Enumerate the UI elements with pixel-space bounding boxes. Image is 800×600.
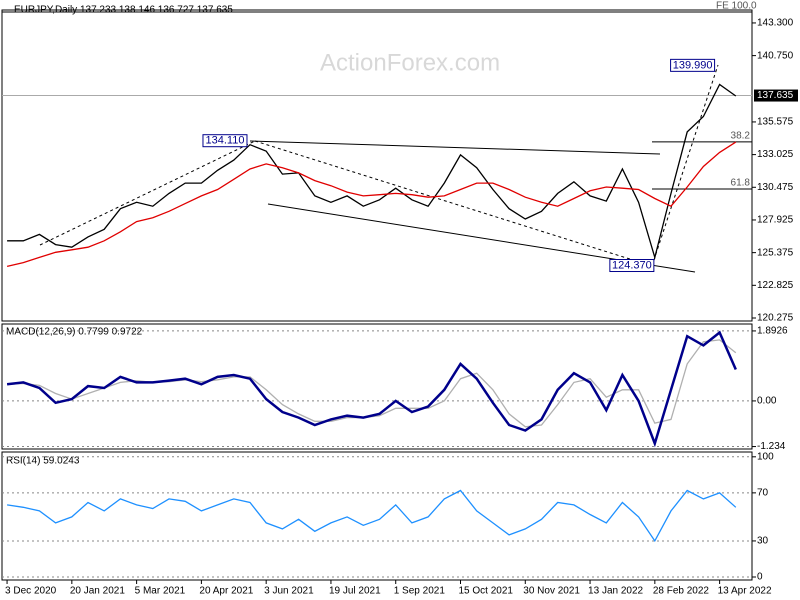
x-tick-label: 5 Mar 2021: [135, 586, 186, 597]
y-tick-label: 30: [757, 536, 769, 547]
y-tick-label: 140.750: [757, 50, 794, 61]
fe-label: FE 100.0: [716, 1, 757, 12]
last-price-label: 137.635: [757, 90, 794, 101]
trendline: [651, 64, 719, 267]
last-price-box: [754, 89, 798, 102]
annotation-label: 139.990: [673, 59, 713, 71]
trendline: [254, 140, 653, 267]
y-tick-label: 0.00: [757, 396, 777, 407]
annotation-label: 134.110: [205, 135, 244, 147]
y-tick-label: 143.300: [757, 18, 794, 29]
y-tick-label: 0: [757, 572, 763, 583]
y-tick-label: 130.475: [757, 182, 794, 193]
x-tick-label: 19 Jul 2021: [329, 586, 381, 597]
x-tick-label: 20 Apr 2021: [199, 586, 253, 597]
x-tick-label: 3 Dec 2020: [5, 586, 57, 597]
macd-panel: [1, 323, 753, 450]
x-tick-label: 13 Jan 2022: [588, 586, 643, 597]
annotation-box: [670, 58, 716, 72]
series-line: [7, 489, 737, 543]
y-tick-label: 1.8926: [757, 326, 788, 337]
y-tick-label: 135.575: [757, 117, 794, 128]
y-tick-label: 100: [757, 451, 774, 462]
chart-title: EURJPY,Daily 137.233 138.146 136.727 137…: [14, 5, 233, 16]
annotation-box: [202, 134, 248, 148]
x-tick-label: 13 Apr 2022: [718, 586, 772, 597]
x-tick-label: 3 Jun 2021: [264, 586, 314, 597]
price-panel: [1, 9, 753, 322]
rsi-panel: [1, 451, 753, 581]
macd-title: MACD(12,26,9) 0.7799 0.9722: [6, 327, 143, 338]
y-tick-label: 120.275: [757, 313, 794, 324]
x-tick-label: 20 Jan 2021: [70, 586, 125, 597]
trendline: [39, 140, 256, 246]
series-line: [6, 330, 737, 448]
annotation-box: [609, 259, 655, 273]
y-tick-label: 127.925: [757, 215, 794, 226]
x-tick-label: 28 Feb 2022: [653, 586, 710, 597]
series-line: [7, 83, 737, 260]
annotation-label: 124.370: [612, 259, 652, 271]
y-tick-label: 122.825: [757, 280, 794, 291]
x-tick-label: 30 Nov 2021: [523, 586, 580, 597]
x-tick-label: 15 Oct 2021: [459, 586, 514, 597]
y-tick-label: 125.375: [757, 247, 794, 258]
fib-label: 61.8: [731, 178, 751, 189]
x-tick-label: 1 Sep 2021: [394, 586, 446, 597]
y-tick-label: 133.025: [757, 149, 794, 160]
trendline: [249, 140, 661, 155]
rsi-title: RSI(14) 59.0243: [6, 456, 80, 467]
y-tick-label: -1.234: [757, 441, 786, 452]
y-tick-label: 70: [757, 488, 769, 499]
watermark: ActionForex.com: [320, 49, 500, 76]
series-line: [6, 141, 737, 268]
fib-label: 38.2: [731, 130, 751, 141]
